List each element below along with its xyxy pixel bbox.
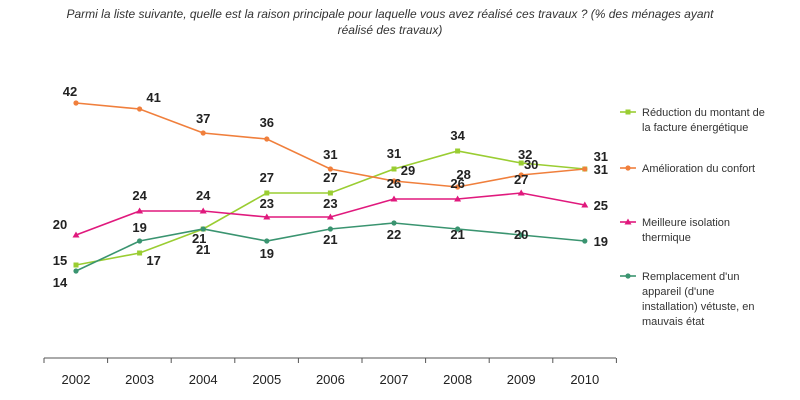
data-label: 21 <box>450 227 464 242</box>
data-point-marker <box>264 190 270 196</box>
legend-label: la facture énergétique <box>642 122 748 134</box>
data-point-marker <box>455 226 461 232</box>
data-point-marker <box>624 218 632 225</box>
legend-label: Remplacement d'un <box>642 271 740 283</box>
data-label: 34 <box>450 128 465 143</box>
data-point-marker <box>327 190 333 196</box>
data-point-marker <box>72 231 80 238</box>
data-point-marker <box>199 207 207 214</box>
data-label: 19 <box>594 234 608 249</box>
data-point-marker <box>518 160 524 166</box>
x-tick-label: 2004 <box>189 372 218 387</box>
data-point-marker <box>200 130 206 136</box>
data-label: 31 <box>594 149 608 164</box>
data-point-marker <box>390 195 398 202</box>
data-point-marker <box>455 184 461 190</box>
x-tick-label: 2002 <box>62 372 91 387</box>
x-tick-label: 2006 <box>316 372 345 387</box>
data-label: 23 <box>323 196 337 211</box>
data-label: 31 <box>323 147 337 162</box>
x-tick-label: 2007 <box>380 372 409 387</box>
data-label: 31 <box>387 146 401 161</box>
legend-label: thermique <box>642 232 691 244</box>
data-label: 27 <box>323 170 337 185</box>
data-label: 20 <box>53 217 67 232</box>
data-label: 17 <box>146 253 160 268</box>
data-point-marker <box>625 165 631 171</box>
data-label: 21 <box>192 231 206 246</box>
data-label: 26 <box>450 176 464 191</box>
x-tick-label: 2008 <box>443 372 472 387</box>
x-tick-label: 2010 <box>570 372 599 387</box>
data-label: 31 <box>594 162 608 177</box>
data-label: 23 <box>260 196 274 211</box>
data-point-marker <box>263 213 271 220</box>
data-point-marker <box>625 109 631 115</box>
data-point-marker <box>327 166 333 172</box>
data-label: 41 <box>146 90 160 105</box>
data-point-marker <box>625 273 631 279</box>
data-label: 27 <box>514 172 528 187</box>
legend-label: Amélioration du confort <box>642 163 755 175</box>
data-point-marker <box>391 220 397 226</box>
data-point-marker <box>518 172 524 178</box>
data-label: 22 <box>387 227 401 242</box>
data-label: 19 <box>260 246 274 261</box>
data-label: 30 <box>524 157 538 172</box>
data-label: 24 <box>196 188 211 203</box>
data-point-marker <box>517 189 525 196</box>
chart-title-line-1: Parmi la liste suivante, quelle est la r… <box>66 7 714 21</box>
data-label: 27 <box>260 170 274 185</box>
x-tick-label: 2009 <box>507 372 536 387</box>
chart-title-line-2: réalisé des travaux) <box>337 23 443 37</box>
data-label: 25 <box>594 198 608 213</box>
data-point-marker <box>137 238 143 244</box>
x-tick-label: 2003 <box>125 372 154 387</box>
legend-label: Réduction du montant de <box>642 107 765 119</box>
data-label: 19 <box>132 220 146 235</box>
data-point-marker <box>264 136 270 142</box>
chart-title: Parmi la liste suivante, quelle est la r… <box>40 6 740 38</box>
data-label: 15 <box>53 253 67 268</box>
data-point-marker <box>136 207 144 214</box>
data-point-marker <box>137 106 143 112</box>
data-label: 14 <box>53 275 68 290</box>
legend-label: mauvais état <box>642 316 704 328</box>
data-point-marker <box>326 213 334 220</box>
data-point-marker <box>518 232 524 238</box>
data-label: 21 <box>196 242 210 257</box>
data-label: 29 <box>401 163 415 178</box>
data-point-marker <box>264 238 270 244</box>
data-point-marker <box>581 201 589 208</box>
data-label: 26 <box>387 176 401 191</box>
data-point-marker <box>137 250 143 256</box>
data-point-marker <box>582 166 588 172</box>
x-tick-label: 2005 <box>252 372 281 387</box>
data-point-marker <box>454 195 462 202</box>
data-point-marker <box>200 226 206 232</box>
legend-label: Meilleure isolation <box>642 217 730 229</box>
data-point-marker <box>73 262 79 268</box>
data-label: 42 <box>63 84 77 99</box>
data-label: 32 <box>518 147 532 162</box>
data-point-marker <box>327 226 333 232</box>
data-point-marker <box>73 100 79 106</box>
data-point-marker <box>391 166 397 172</box>
data-point-marker <box>73 268 79 274</box>
legend-label: appareil (d'une <box>642 286 714 298</box>
data-point-marker <box>455 148 461 154</box>
data-label: 37 <box>196 111 210 126</box>
data-label: 20 <box>514 227 528 242</box>
data-point-marker <box>582 238 588 244</box>
data-point-marker <box>391 178 397 184</box>
data-label: 36 <box>260 115 274 130</box>
data-label: 28 <box>456 167 470 182</box>
data-label: 21 <box>323 232 337 247</box>
legend-label: installation) vétuste, en <box>642 301 755 313</box>
data-label: 24 <box>132 188 147 203</box>
